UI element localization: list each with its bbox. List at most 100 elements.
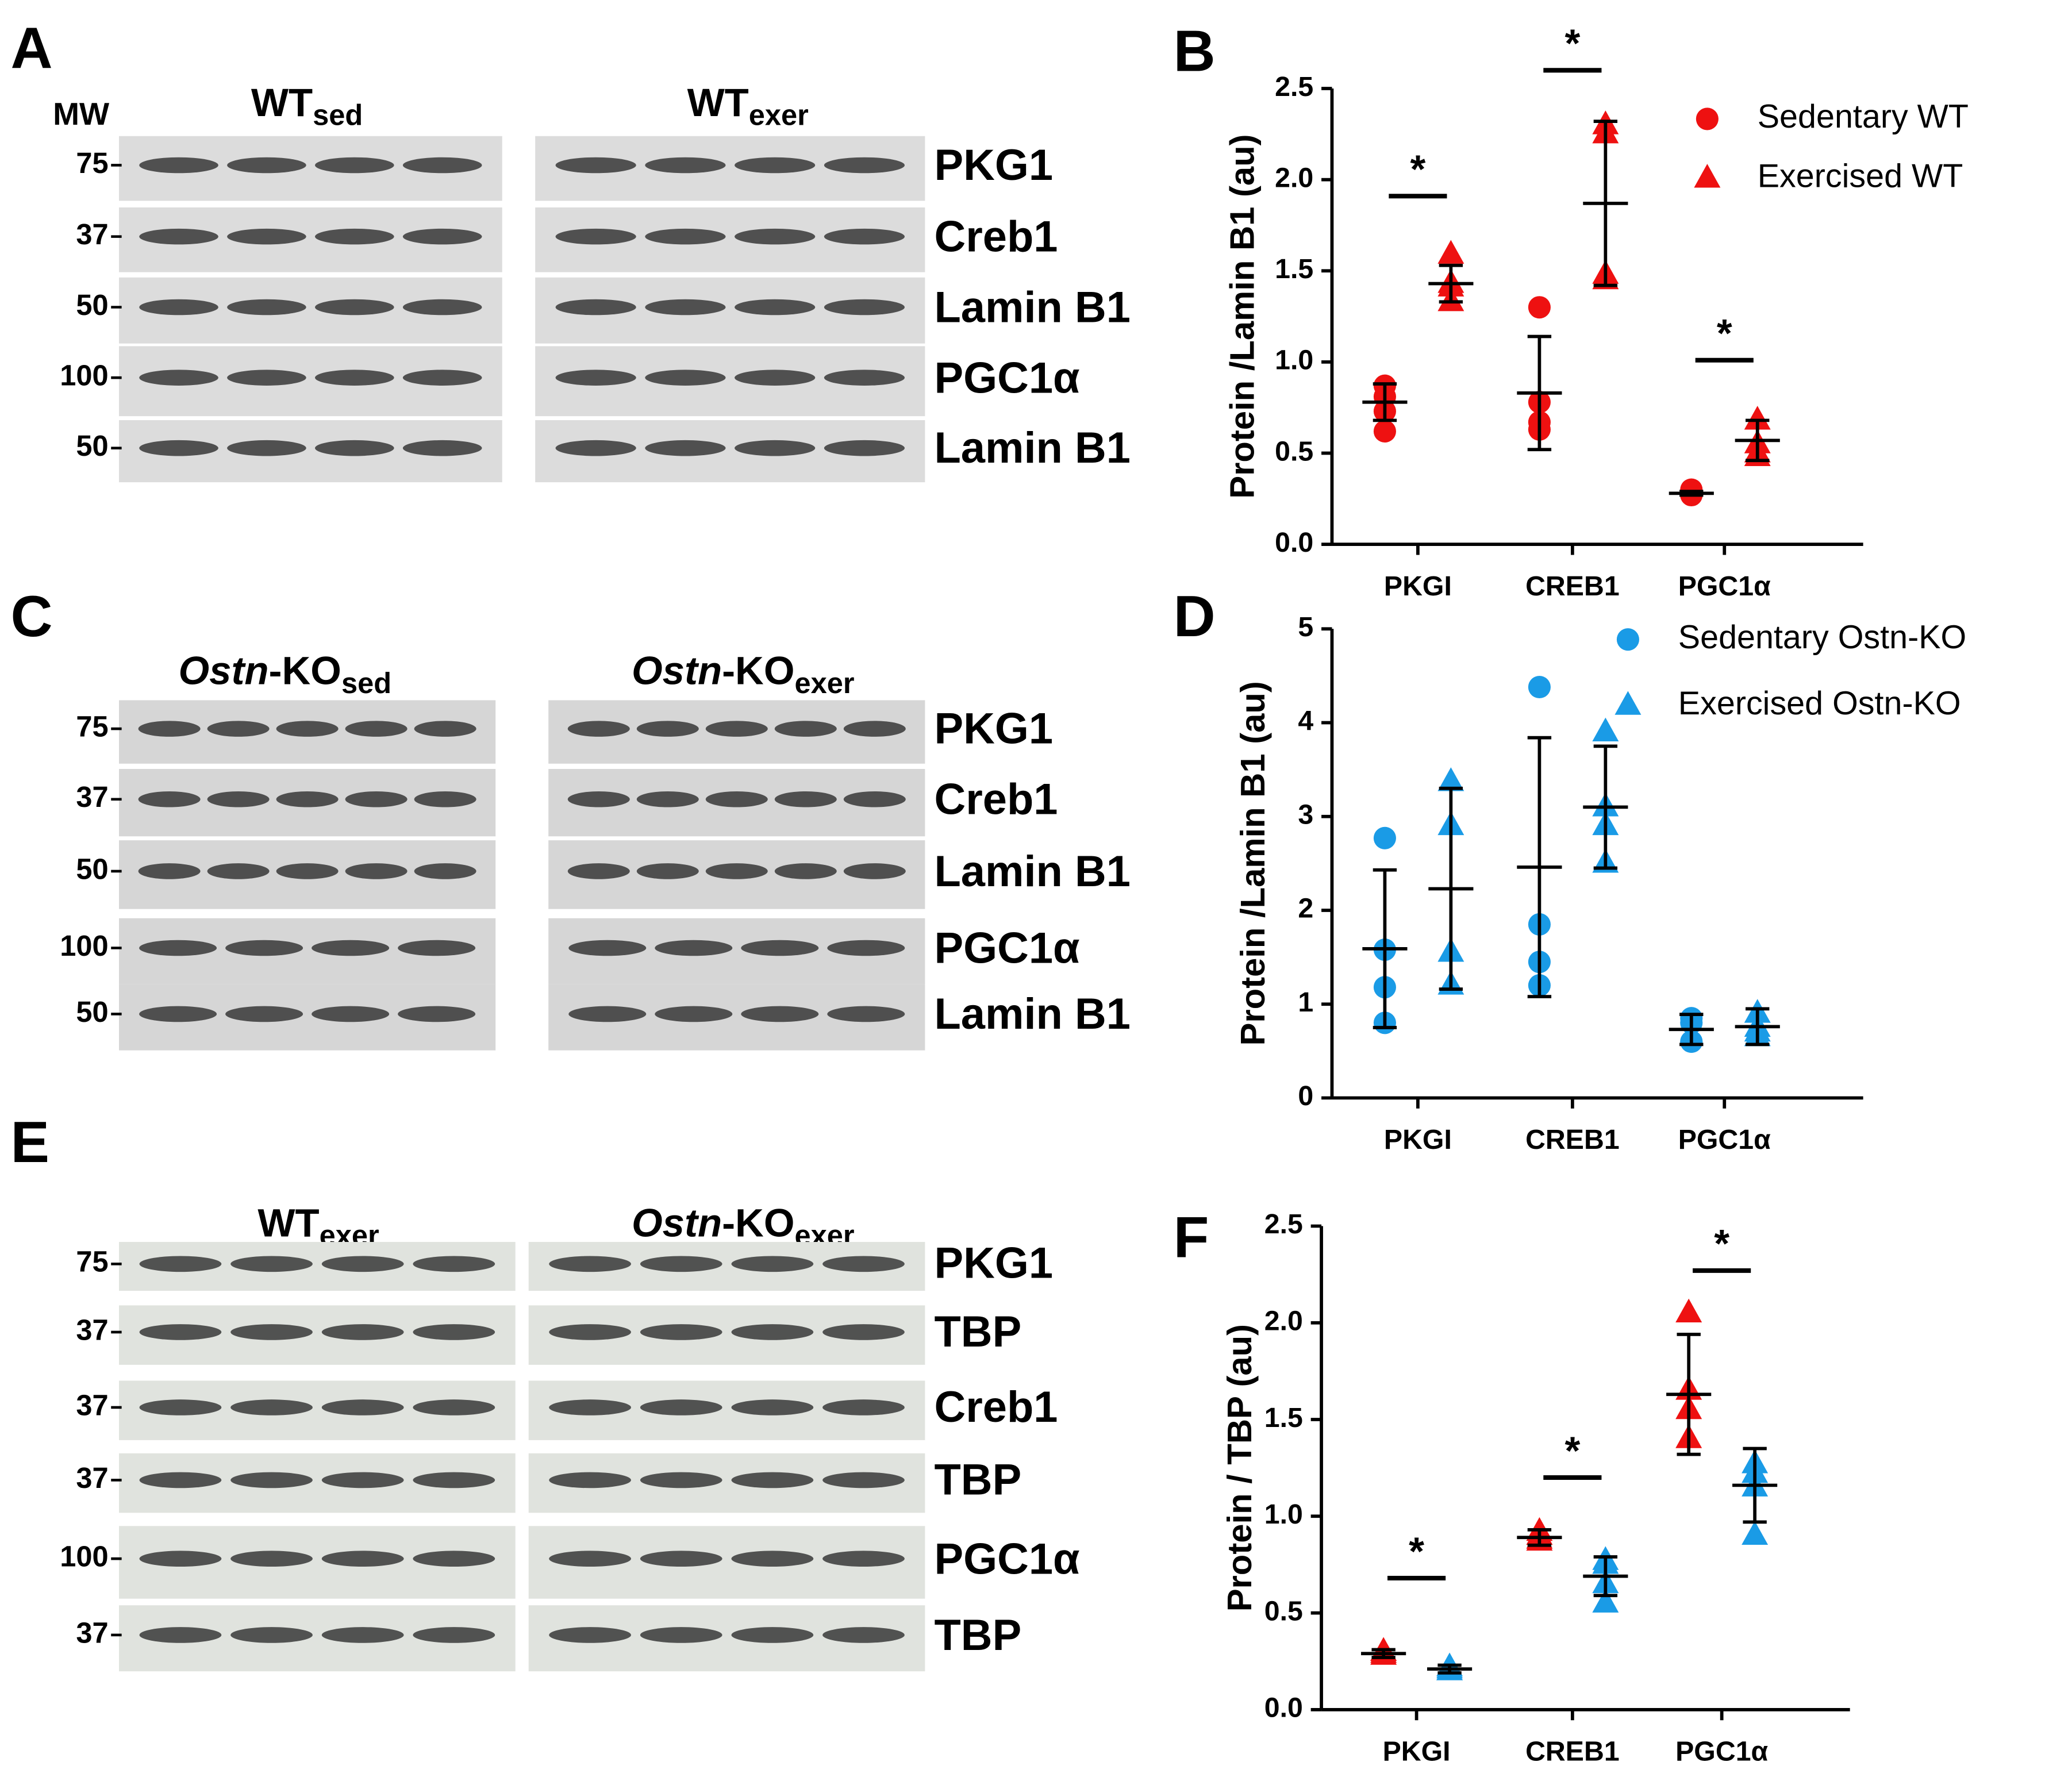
blot-band bbox=[139, 1627, 222, 1643]
blot-band bbox=[567, 791, 630, 807]
point bbox=[1437, 240, 1464, 264]
blot-band bbox=[398, 1006, 476, 1022]
blot-band bbox=[640, 1472, 722, 1488]
x-tick-label: CREB1 bbox=[1525, 571, 1620, 602]
panel-letter: C bbox=[11, 584, 53, 649]
blot-label: Lamin B1 bbox=[934, 424, 1130, 472]
blot-band bbox=[549, 1551, 631, 1567]
blot-label: TBP bbox=[934, 1307, 1021, 1356]
mw-title: MW bbox=[53, 96, 109, 132]
blot-band bbox=[225, 940, 303, 956]
x-tick-label: PGC1α bbox=[1678, 571, 1771, 602]
blot-label: PKG1 bbox=[934, 705, 1053, 753]
blot-band bbox=[636, 863, 699, 879]
point bbox=[1373, 826, 1396, 849]
y-axis-label: Protein /Lamin B1 (au) bbox=[1233, 681, 1272, 1045]
x-tick-label: PGC1α bbox=[1675, 1736, 1768, 1767]
blot-band bbox=[207, 791, 270, 807]
point bbox=[1373, 420, 1396, 443]
blot-band bbox=[227, 370, 306, 386]
blot-band bbox=[822, 1256, 905, 1272]
blot-band bbox=[741, 940, 819, 956]
blot-band bbox=[402, 157, 482, 174]
blot-band bbox=[735, 370, 816, 386]
blot-band bbox=[645, 370, 726, 386]
blot-band bbox=[555, 299, 636, 316]
blot-band bbox=[555, 228, 636, 245]
panel-letter: B bbox=[1174, 18, 1216, 83]
blot-band bbox=[645, 299, 726, 316]
legend-label: Exercised Ostn-KO bbox=[1678, 685, 1961, 722]
blot-band bbox=[414, 863, 476, 879]
mw-marker: 50 bbox=[76, 995, 108, 1028]
blot-label: PGC1α bbox=[934, 353, 1079, 402]
blot-label: Creb1 bbox=[934, 775, 1058, 824]
blot-band bbox=[640, 1399, 722, 1415]
blot-band bbox=[824, 157, 905, 174]
blot-band bbox=[207, 721, 270, 737]
point bbox=[1744, 406, 1771, 430]
blot-band bbox=[315, 299, 394, 316]
significance-label: * bbox=[1564, 21, 1580, 66]
blot-band bbox=[402, 299, 482, 316]
blot-band bbox=[705, 721, 768, 737]
blot-band bbox=[230, 1551, 313, 1567]
group-label: Ostn-KOsed bbox=[178, 649, 391, 700]
blot-band bbox=[414, 721, 476, 737]
point bbox=[1437, 767, 1464, 791]
mw-marker: 50 bbox=[76, 429, 108, 462]
blot-band bbox=[731, 1472, 814, 1488]
blot-band bbox=[827, 1006, 905, 1022]
blot-band bbox=[312, 1006, 390, 1022]
mw-marker: 37 bbox=[76, 1616, 108, 1649]
blot-band bbox=[413, 1551, 495, 1567]
blot-band bbox=[549, 1256, 631, 1272]
blot-band bbox=[315, 157, 394, 174]
blot-band bbox=[227, 228, 306, 245]
blot-band bbox=[636, 721, 699, 737]
group-label-part: sed bbox=[313, 99, 363, 132]
group-label: WTexer bbox=[687, 80, 809, 132]
x-tick-label: PKGI bbox=[1383, 1736, 1451, 1767]
blot-band bbox=[138, 863, 201, 879]
blot-label: Lamin B1 bbox=[934, 847, 1130, 896]
blot-label: Creb1 bbox=[934, 1383, 1058, 1432]
blot-band bbox=[824, 370, 905, 386]
legend-marker bbox=[1616, 628, 1639, 651]
y-tick-label: 0.0 bbox=[1275, 527, 1313, 558]
blot-band bbox=[731, 1399, 814, 1415]
blot-band bbox=[413, 1472, 495, 1488]
blot-band bbox=[139, 940, 217, 956]
blot-band bbox=[655, 1006, 733, 1022]
significance-label: * bbox=[1409, 1529, 1424, 1574]
group-label-part: exer bbox=[749, 99, 809, 132]
blot-label: Creb1 bbox=[934, 212, 1058, 261]
point bbox=[1742, 1521, 1769, 1545]
y-tick-label: 2.5 bbox=[1264, 1209, 1303, 1240]
blot-band bbox=[321, 1472, 404, 1488]
blot-band bbox=[735, 299, 816, 316]
blot-band bbox=[315, 440, 394, 456]
point bbox=[1592, 1588, 1619, 1613]
mw-marker: 75 bbox=[76, 710, 108, 743]
blot-band bbox=[230, 1472, 313, 1488]
blot-band bbox=[735, 157, 816, 174]
y-tick-label: 0 bbox=[1298, 1080, 1313, 1111]
blot-band bbox=[276, 863, 339, 879]
blot-band bbox=[843, 863, 906, 879]
mw-marker: 50 bbox=[76, 289, 108, 321]
y-axis-label: Protein /Lamin B1 (au) bbox=[1223, 134, 1262, 498]
blot-band bbox=[230, 1627, 313, 1643]
legend-marker bbox=[1614, 691, 1642, 715]
point bbox=[1528, 675, 1551, 699]
blot-band bbox=[731, 1256, 814, 1272]
point bbox=[1592, 717, 1619, 741]
blot-band bbox=[705, 863, 768, 879]
blot-band bbox=[705, 791, 768, 807]
blot-band bbox=[312, 940, 390, 956]
mw-marker: 100 bbox=[60, 929, 108, 962]
panel-letter: F bbox=[1174, 1205, 1209, 1270]
blot-band bbox=[139, 1551, 222, 1567]
y-tick-label: 1.5 bbox=[1275, 253, 1313, 284]
